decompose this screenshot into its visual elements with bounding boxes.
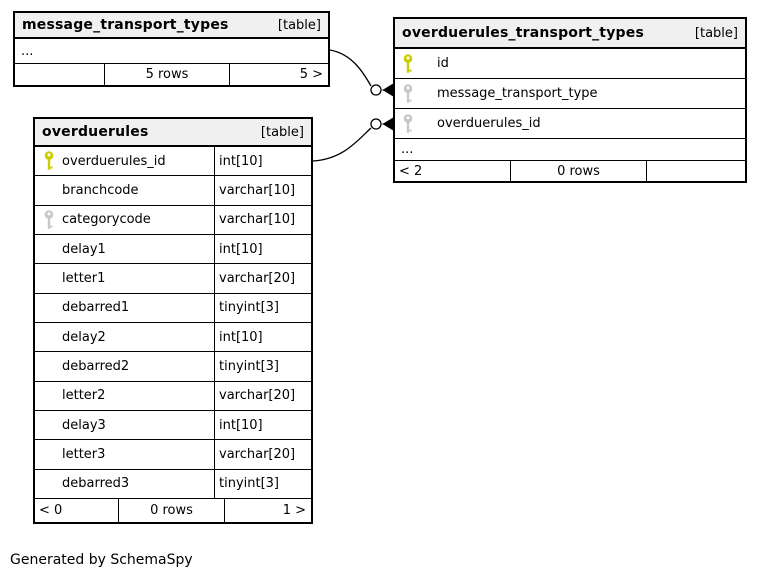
table-type-badge: [table] [694,25,738,41]
column-name: letter3 [62,446,106,462]
column-row-debarred3: debarred3 tinyint[3] [35,469,311,499]
column-type: int[10] [214,234,311,264]
table-name[interactable]: overduerules [42,124,149,140]
relationship-line-message-transport-types [329,49,372,87]
column-row-categorycode: categorycode varchar[10] [35,205,311,235]
column-row-overduerules-id: overduerules_id [395,109,745,139]
zero-cardinality-circle-top [370,84,382,96]
row-count-cell: 5 rows [105,64,230,85]
table-name[interactable]: message_transport_types [22,17,229,33]
column-row-id: id [395,49,745,79]
column-row-delay2: delay2 int[10] [35,322,311,353]
generated-by-note: Generated by SchemaSpy [10,552,193,568]
column-type: int[10] [214,410,311,440]
table-message-transport-types: message_transport_types [table] ... 5 ro… [13,11,330,87]
primary-key-icon [403,53,413,73]
column-type: int[10] [214,147,311,176]
column-type: varchar[20] [214,264,311,293]
key-slot [395,113,437,134]
column-type: varchar[20] [214,440,311,469]
column-name: debarred2 [62,358,130,374]
column-row-overduerules-id: overduerules_id int[10] [35,147,311,177]
child-count-cell: 1 > [282,502,306,518]
column-name: overduerules_id [437,116,541,131]
column-type: varchar[10] [214,205,311,234]
foreign-key-icon [403,83,413,103]
key-slot [35,151,62,171]
table-overduerules: overduerules [table] overduerules_id int… [33,117,313,524]
table-header-message-transport-types[interactable]: message_transport_types [table] [15,13,328,39]
table-type-badge: [table] [260,124,304,140]
row-count-cell: 0 rows [511,161,647,181]
column-name: categorycode [62,212,151,228]
column-row-letter3: letter3 varchar[20] [35,440,311,470]
table-header-overduerules[interactable]: overduerules [table] [35,119,311,147]
primary-key-icon [44,151,54,170]
column-name: debarred3 [62,476,130,492]
table-stats-footer: < 0 0 rows 1 > [35,498,311,522]
parent-count-cell: < 2 [395,161,511,181]
key-slot [395,53,437,74]
column-name: letter1 [62,270,106,286]
column-row-delay1: delay1 int[10] [35,234,311,265]
column-row-message-transport-type: message_transport_type [395,79,745,109]
key-slot [395,83,437,104]
column-name: delay1 [62,241,106,257]
column-type: tinyint[3] [214,469,311,498]
relationship-line-overduerules [312,127,372,162]
column-name: delay2 [62,329,106,345]
column-row-debarred1: debarred1 tinyint[3] [35,293,311,323]
column-row-letter1: letter1 varchar[20] [35,264,311,294]
column-type: int[10] [214,322,311,352]
row-count-cell: 0 rows [119,498,225,522]
column-type: varchar[20] [214,381,311,410]
child-count-cell: 5 > [299,67,323,82]
table-stats-footer: 5 rows 5 > [15,64,328,85]
table-overduerules-transport-types: overduerules_transport_types [table] id … [393,17,747,183]
parent-count-cell: < 0 [35,498,119,522]
column-row-debarred2: debarred2 tinyint[3] [35,352,311,382]
column-row-branchcode: branchcode varchar[10] [35,176,311,206]
collapsed-columns-indicator: ... [15,39,328,64]
collapsed-columns-indicator: ... [395,139,745,161]
column-type: tinyint[3] [214,293,311,322]
key-slot [35,210,62,230]
column-row-letter2: letter2 varchar[20] [35,381,311,411]
table-header-overduerules-transport-types[interactable]: overduerules_transport_types [table] [395,19,745,49]
child-count-cell [647,161,745,181]
foreign-key-icon [44,210,54,229]
zero-cardinality-circle-bottom [370,118,382,130]
column-row-delay3: delay3 int[10] [35,410,311,441]
column-name: letter2 [62,388,106,404]
column-name: overduerules_id [62,153,166,169]
column-name: debarred1 [62,300,130,316]
table-stats-footer: < 2 0 rows [395,161,745,181]
column-type: tinyint[3] [214,352,311,381]
table-name[interactable]: overduerules_transport_types [402,25,644,41]
column-name: branchcode [62,182,139,198]
foreign-key-icon [403,113,413,133]
parent-count-cell [15,64,105,85]
column-type: varchar[10] [214,176,311,205]
column-name: delay3 [62,417,106,433]
column-name: message_transport_type [437,86,598,101]
column-name: id [437,56,449,71]
table-type-badge: [table] [277,17,321,33]
